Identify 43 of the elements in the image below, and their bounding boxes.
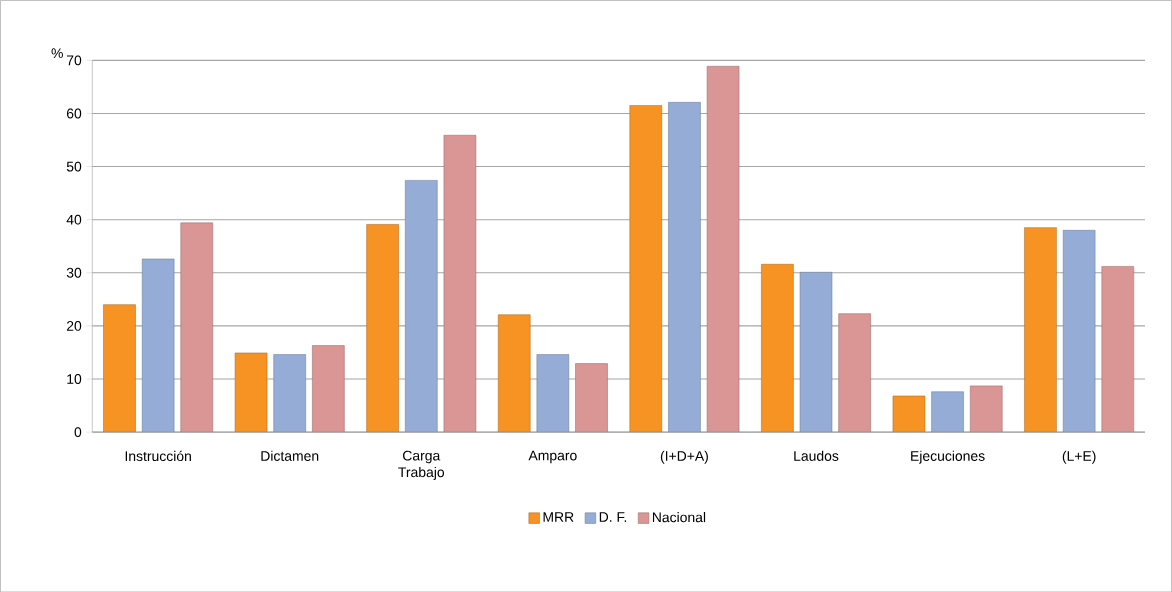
bar [234,352,268,432]
x-tick-label: Laudos [794,450,839,461]
x-tick-label: (I+D+A) [660,450,708,464]
y-tick-label: 10 [67,373,82,384]
y-tick-label: 60 [66,108,82,119]
y-tick-label: 30 [66,267,82,278]
bar [103,304,136,432]
bar [629,105,663,432]
legend-label: Nacional [652,511,706,523]
bar [969,385,1003,432]
bar [931,391,964,432]
bar [1024,227,1057,432]
bar [668,101,701,432]
y-tick-label: 50 [66,161,82,172]
bar [443,134,477,432]
bar [405,179,438,432]
bar [312,345,345,432]
bar [761,263,794,432]
bar [536,354,570,432]
bar [838,313,871,432]
x-tick-label: Dictamen [261,450,319,461]
bar [706,65,740,432]
x-tick-label: Carga Trabajo [398,450,445,480]
bar [497,314,531,432]
legend-label: MRR [543,512,574,522]
bar [141,258,175,432]
x-tick-label: (L+E) [1062,450,1096,464]
bar [799,271,833,432]
bar [575,363,608,432]
y-tick-label: 0 [74,426,82,437]
y-axis-title: % [51,48,63,58]
x-tick-label: Instrucción [125,450,191,461]
bar [366,224,399,432]
bar [273,354,306,432]
bar [1062,229,1096,432]
bar [180,222,214,432]
y-tick-label: 70 [66,55,82,66]
y-tick-label: 40 [66,214,82,225]
x-tick-label: Ejecuciones [911,450,985,464]
x-tick-label: Amparo [528,450,577,463]
legend-label: D. F. [599,512,627,522]
y-tick-label: 20 [66,320,82,331]
bar [1101,265,1135,432]
